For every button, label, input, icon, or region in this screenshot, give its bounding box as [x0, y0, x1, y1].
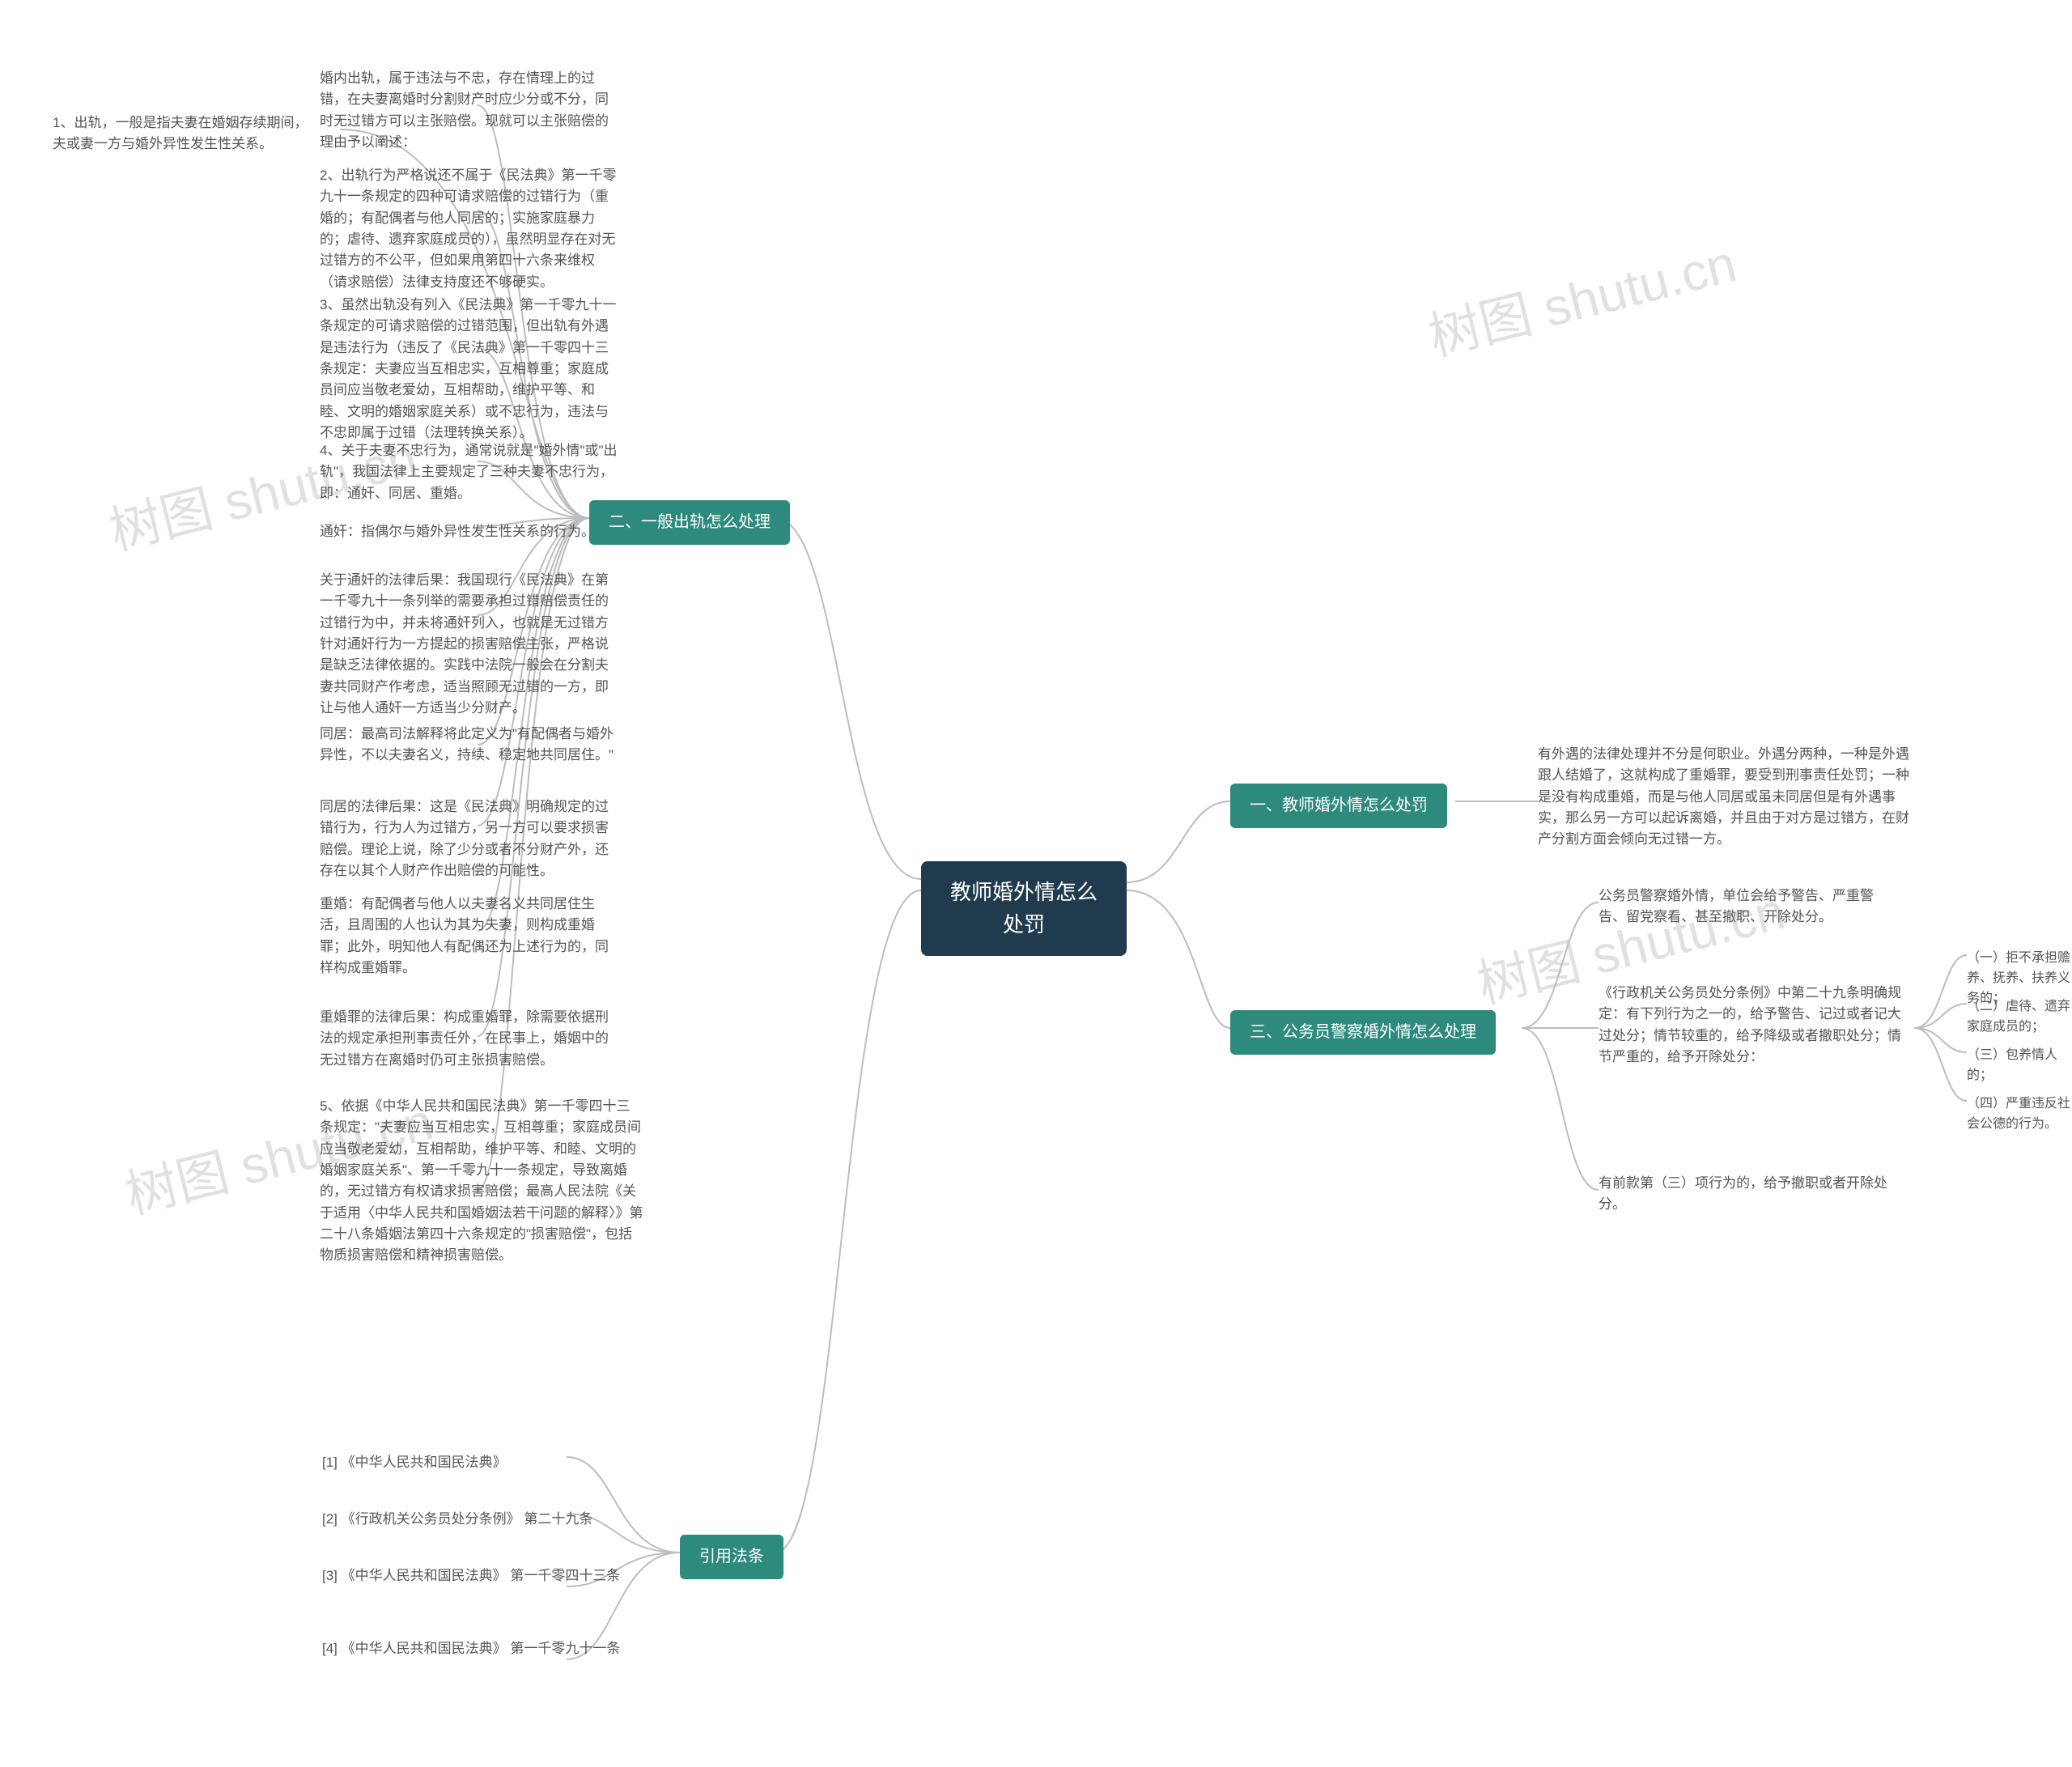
leaf-b4-0: [1] 《中华人民共和国民法典》 [322, 1449, 507, 1476]
leaf-b2-7: 同居的法律后果：这是《民法典》明确规定的过错行为，行为人为过错方，另一方可以要求… [320, 793, 619, 885]
leaf-b2-1: 2、出轨行为严格说还不属于《民法典》第一千零九十一条规定的四种可请求赔偿的过错行… [320, 162, 619, 296]
leaf-b2-10: 5、依据《中华人民共和国民法典》第一千零四十三条规定："夫妻应当互相忠实，互相尊… [320, 1093, 643, 1270]
branch-civil-servant: 三、公务员警察婚外情怎么处理 [1230, 1010, 1496, 1055]
leaf-b2-first: 1、出轨，一般是指夫妻在婚姻存续期间，夫或妻一方与婚外异性发生性关系。 [53, 109, 320, 159]
leaf-b2-0: 婚内出轨，属于违法与不忠，存在情理上的过错，在夫妻离婚时分割财产时应少分或不分，… [320, 65, 619, 156]
leaf-b2-2: 3、虽然出轨没有列入《民法典》第一千零九十一条规定的可请求赔偿的过错范围，但出轨… [320, 291, 619, 447]
root-node: 教师婚外情怎么处罚 [921, 861, 1127, 956]
branch-teacher: 一、教师婚外情怎么处罚 [1230, 784, 1447, 828]
leaf-b2-6: 同居：最高司法解释将此定义为"有配偶者与婚外异性，不以夫妻名义，持续、稳定地共同… [320, 720, 619, 770]
watermark: 树图 shutu.cn [1420, 222, 1743, 370]
leaf-b3-n2-head: 《行政机关公务员处分条例》中第二十九条明确规定：有下列行为之一的，给予警告、记过… [1599, 979, 1914, 1071]
leaf-b3-n3: 有前款第（三）项行为的，给予撤职或者开除处分。 [1599, 1170, 1898, 1219]
mindmap-canvas: 树图 shutu.cn 树图 shutu.cn 树图 shutu.cn 树图 s… [0, 0, 2072, 1767]
leaf-b2-5: 关于通奸的法律后果：我国现行《民法典》在第一千零九十一条列举的需要承担过错赔偿责… [320, 567, 619, 722]
leaf-b3-n2-item4: （四）严重违反社会公德的行为。 [1967, 1091, 2072, 1138]
branch-general: 二、一般出轨怎么处理 [589, 500, 790, 545]
leaf-b4-1: [2] 《行政机关公务员处分条例》 第二十九条 [322, 1506, 592, 1533]
leaf-b4-2: [3] 《中华人民共和国民法典》 第一千零四十三条 [322, 1562, 620, 1590]
leaf-teacher-text: 有外遇的法律处理并不分是何职业。外遇分两种，一种是外遇跟人结婚了，这就构成了重婚… [1538, 741, 1910, 854]
branch-citations: 引用法条 [680, 1535, 783, 1579]
leaf-b3-n2-item2: （二）虐待、遗弃家庭成员的； [1967, 994, 2072, 1041]
leaf-b2-8: 重婚：有配偶者与他人以夫妻名义共同居住生活，且周围的人也认为其为夫妻，则构成重婚… [320, 890, 619, 982]
leaf-b2-9: 重婚罪的法律后果：构成重婚罪，除需要依据刑法的规定承担刑事责任外，在民事上，婚姻… [320, 1004, 619, 1074]
leaf-b2-4: 通奸：指偶尔与婚外异性发生性关系的行为。 [320, 518, 595, 546]
leaf-b4-3: [4] 《中华人民共和国民法典》 第一千零九十一条 [322, 1635, 620, 1663]
leaf-b2-3: 4、关于夫妻不忠行为，通常说就是"婚外情"或"出轨"，我国法律上主要规定了三种夫… [320, 437, 619, 508]
leaf-b3-n1: 公务员警察婚外情，单位会给予警告、严重警告、留党察看、甚至撤职、开除处分。 [1599, 882, 1898, 932]
leaf-b3-n2-item3: （三）包养情人的； [1967, 1043, 2072, 1090]
